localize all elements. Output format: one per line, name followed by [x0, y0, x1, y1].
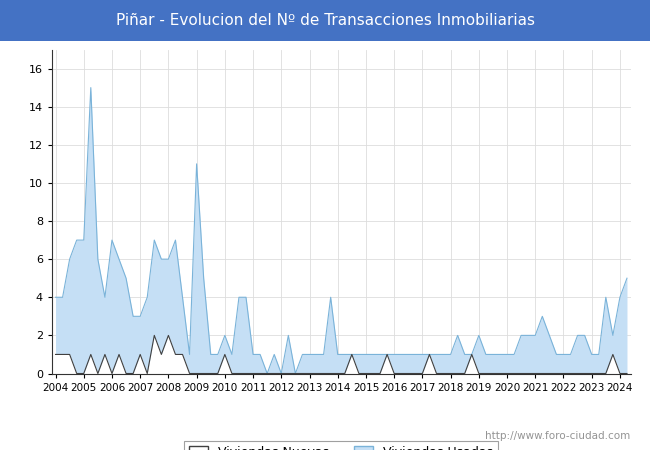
Legend: Viviendas Nuevas, Viviendas Usadas: Viviendas Nuevas, Viviendas Usadas: [185, 441, 498, 450]
Text: Piñar - Evolucion del Nº de Transacciones Inmobiliarias: Piñar - Evolucion del Nº de Transaccione…: [116, 13, 534, 28]
Text: http://www.foro-ciudad.com: http://www.foro-ciudad.com: [486, 431, 630, 441]
